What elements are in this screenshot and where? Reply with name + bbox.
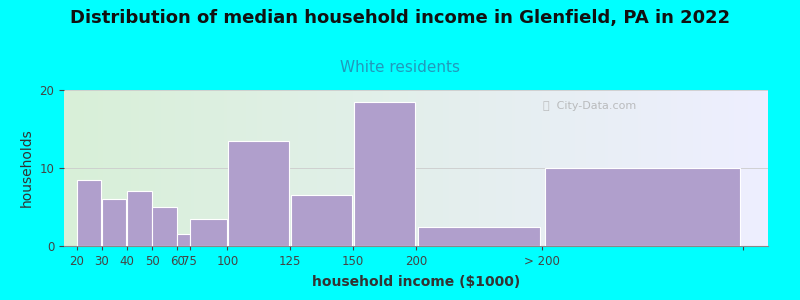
Bar xyxy=(545,168,740,246)
Bar xyxy=(102,199,126,246)
Y-axis label: households: households xyxy=(20,129,34,207)
Bar xyxy=(418,226,540,246)
X-axis label: household income ($1000): household income ($1000) xyxy=(312,275,520,289)
Bar xyxy=(77,180,102,246)
Bar xyxy=(291,195,352,246)
Bar xyxy=(127,191,152,246)
Bar xyxy=(354,102,415,246)
Text: Distribution of median household income in Glenfield, PA in 2022: Distribution of median household income … xyxy=(70,9,730,27)
Text: White residents: White residents xyxy=(340,60,460,75)
Bar xyxy=(152,207,177,246)
Text: ⓘ  City-Data.com: ⓘ City-Data.com xyxy=(542,101,636,111)
Bar xyxy=(190,219,227,246)
Bar xyxy=(178,234,190,246)
Bar xyxy=(228,141,290,246)
